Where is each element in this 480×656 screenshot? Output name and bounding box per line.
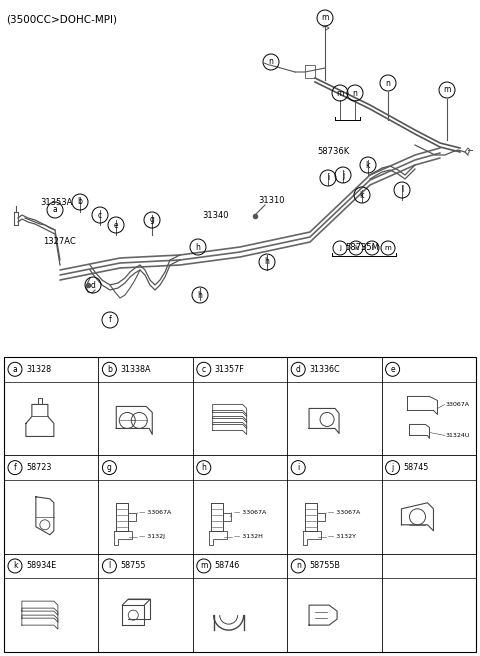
- Text: j: j: [342, 171, 344, 180]
- Text: — 3132Y: — 3132Y: [328, 534, 356, 539]
- Text: k: k: [360, 190, 364, 199]
- Text: 31310: 31310: [258, 196, 285, 205]
- Bar: [4, 357, 476, 652]
- Text: i: i: [297, 463, 300, 472]
- Text: c: c: [202, 365, 206, 374]
- Text: l: l: [108, 562, 110, 571]
- Text: a: a: [53, 205, 58, 215]
- Text: i: i: [327, 173, 329, 182]
- Text: j: j: [339, 245, 341, 251]
- Text: 31328: 31328: [26, 365, 51, 374]
- Text: k: k: [366, 161, 370, 169]
- Text: n: n: [269, 58, 274, 66]
- Text: l: l: [371, 245, 373, 251]
- Text: h: h: [195, 243, 201, 251]
- Text: h: h: [202, 463, 206, 472]
- Text: 31357F: 31357F: [215, 365, 244, 374]
- Text: — 3132H: — 3132H: [234, 534, 263, 539]
- Text: n: n: [353, 89, 358, 98]
- Text: c: c: [98, 211, 102, 220]
- Text: — 33067A: — 33067A: [328, 510, 360, 516]
- Text: — 33067A: — 33067A: [234, 510, 266, 516]
- Text: d: d: [296, 365, 300, 374]
- Text: f: f: [13, 463, 16, 472]
- Text: n: n: [296, 562, 300, 571]
- Text: k: k: [13, 562, 17, 571]
- Text: 58736K: 58736K: [317, 147, 349, 156]
- Text: 58755: 58755: [120, 562, 146, 571]
- Text: d: d: [91, 281, 96, 289]
- Text: 33067A: 33067A: [446, 402, 470, 407]
- Text: 58934E: 58934E: [26, 562, 56, 571]
- Text: 31324U: 31324U: [446, 433, 470, 438]
- Text: m: m: [444, 85, 451, 94]
- Text: 58755B: 58755B: [309, 562, 340, 571]
- Text: m: m: [321, 14, 329, 22]
- Text: 58746: 58746: [215, 562, 240, 571]
- Text: n: n: [385, 79, 390, 87]
- Text: a: a: [12, 365, 17, 374]
- Text: l: l: [401, 186, 403, 194]
- Text: 31336C: 31336C: [309, 365, 340, 374]
- Text: j: j: [392, 463, 394, 472]
- Text: 31338A: 31338A: [120, 365, 151, 374]
- Text: 31353A: 31353A: [40, 198, 72, 207]
- Text: m: m: [384, 245, 391, 251]
- Text: b: b: [107, 365, 112, 374]
- Text: g: g: [150, 216, 155, 224]
- Text: k: k: [354, 245, 358, 251]
- Text: 58745: 58745: [404, 463, 429, 472]
- Text: 58735M: 58735M: [345, 243, 379, 252]
- Text: 1327AC: 1327AC: [43, 237, 76, 246]
- Text: b: b: [78, 197, 83, 207]
- Text: m: m: [200, 562, 207, 571]
- Text: h: h: [264, 258, 269, 266]
- Text: e: e: [114, 220, 118, 230]
- Text: 31340: 31340: [202, 211, 228, 220]
- Text: — 3132J: — 3132J: [139, 534, 165, 539]
- Text: g: g: [107, 463, 112, 472]
- Text: e: e: [390, 365, 395, 374]
- Text: h: h: [198, 291, 203, 300]
- Text: f: f: [108, 316, 111, 325]
- Text: 58723: 58723: [26, 463, 51, 472]
- Text: (3500CC>DOHC-MPI): (3500CC>DOHC-MPI): [6, 14, 117, 24]
- Text: — 33067A: — 33067A: [139, 510, 171, 516]
- Text: m: m: [336, 89, 344, 98]
